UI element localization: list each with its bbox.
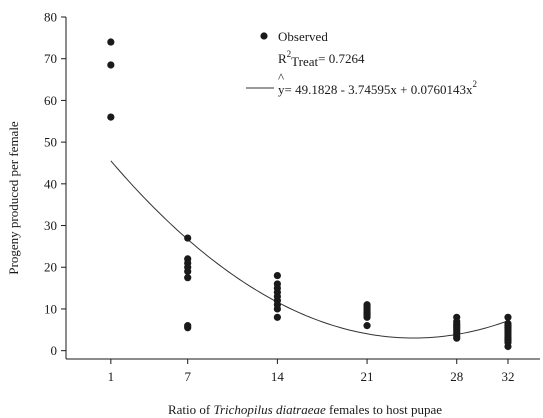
observed-point bbox=[184, 267, 192, 276]
observed-point bbox=[363, 313, 371, 321]
observed-point bbox=[504, 342, 512, 351]
y-tick-label: 20 bbox=[44, 260, 57, 275]
observed-point bbox=[107, 38, 115, 46]
observed-point bbox=[107, 113, 115, 121]
y-axis-title: Progeny produced per female bbox=[6, 121, 21, 275]
y-tick-label: 0 bbox=[51, 343, 58, 358]
observed-point bbox=[453, 334, 461, 342]
fit-hat: ^ bbox=[278, 70, 284, 85]
observed-point bbox=[273, 271, 281, 280]
legend: Observed R2Treat= 0.7264 ^ y= 49.1828 - … bbox=[246, 29, 477, 97]
observed-point bbox=[184, 234, 192, 242]
y-tick-label: 70 bbox=[44, 51, 57, 66]
y-tick-label: 80 bbox=[44, 10, 57, 25]
axes bbox=[65, 17, 540, 360]
legend-observed-label: Observed bbox=[278, 29, 328, 44]
x-tick-label: 7 bbox=[184, 369, 191, 384]
x-tick-label: 32 bbox=[501, 369, 514, 384]
y-tick-label: 60 bbox=[44, 93, 57, 108]
observed-point bbox=[273, 305, 281, 313]
r-squared-label: R2Treat= 0.7264 bbox=[278, 49, 365, 69]
observed-point bbox=[184, 324, 192, 332]
y-tick-label: 50 bbox=[44, 135, 57, 150]
observed-point bbox=[363, 322, 371, 330]
fitted-curve bbox=[110, 160, 509, 339]
fit-equation: y= 49.1828 - 3.74595x + 0.0760143x2 bbox=[278, 79, 477, 97]
observed-point bbox=[107, 61, 115, 69]
observed-point bbox=[184, 274, 192, 282]
x-tick-label: 1 bbox=[108, 369, 115, 384]
y-tick-label: 40 bbox=[44, 176, 57, 191]
x-tick-label: 14 bbox=[271, 369, 285, 384]
x-tick-label: 28 bbox=[450, 369, 463, 384]
x-axis-title: Ratio of Trichopilus diatraeae females t… bbox=[168, 402, 442, 417]
y-tick-label: 10 bbox=[44, 301, 57, 316]
x-ticks: 1 7 14 21 28 32 bbox=[108, 359, 514, 384]
observed-point bbox=[504, 313, 512, 321]
y-tick-label: 30 bbox=[44, 218, 57, 233]
x-tick-label: 21 bbox=[361, 369, 374, 384]
observed-point bbox=[273, 313, 281, 321]
y-ticks: 0 10 20 30 40 50 60 70 80 bbox=[44, 10, 66, 358]
legend-observed-marker bbox=[260, 32, 268, 40]
observed-points bbox=[107, 38, 512, 351]
